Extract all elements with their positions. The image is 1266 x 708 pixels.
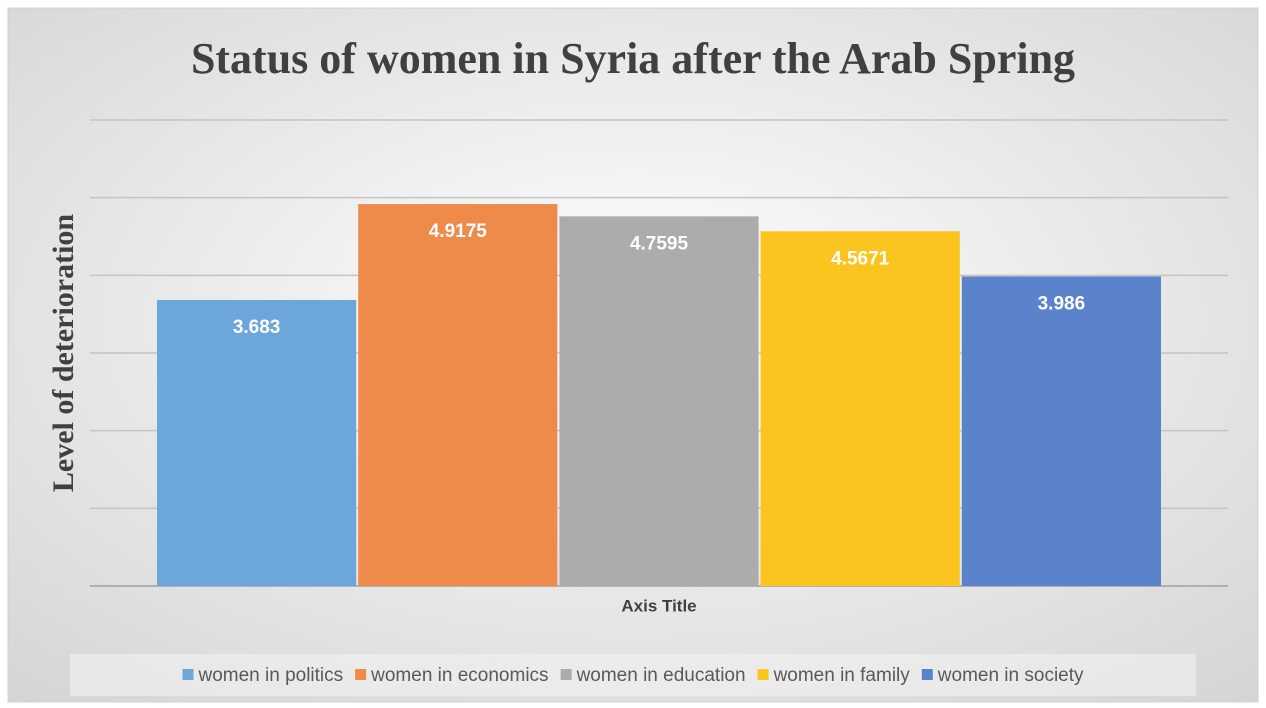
bar [358,204,558,587]
legend-box [70,654,1196,696]
bar [961,276,1161,586]
legend-label: women in society [937,665,1084,686]
legend-label: women in education [576,665,746,686]
y-axis-title: Level of deterioration [47,214,80,493]
legend-swatch [757,669,769,680]
x-axis-title: Axis Title [621,596,696,615]
legend-swatch [355,669,367,680]
legend-swatch [182,669,194,680]
legend-label: women in economics [370,665,548,686]
data-label: 3.683 [233,317,281,338]
bar [559,216,759,586]
data-label: 3.986 [1038,293,1086,314]
bar [157,299,357,586]
data-label: 4.9175 [429,221,488,242]
legend-swatch [560,669,572,680]
data-label: 4.7595 [630,233,689,254]
bar [760,231,960,586]
legend-label: women in family [773,665,911,686]
data-label: 4.5671 [831,248,890,269]
chart-title: Status of women in Syria after the Arab … [191,34,1075,83]
legend-swatch [921,669,933,680]
legend-label: women in politics [197,665,343,686]
